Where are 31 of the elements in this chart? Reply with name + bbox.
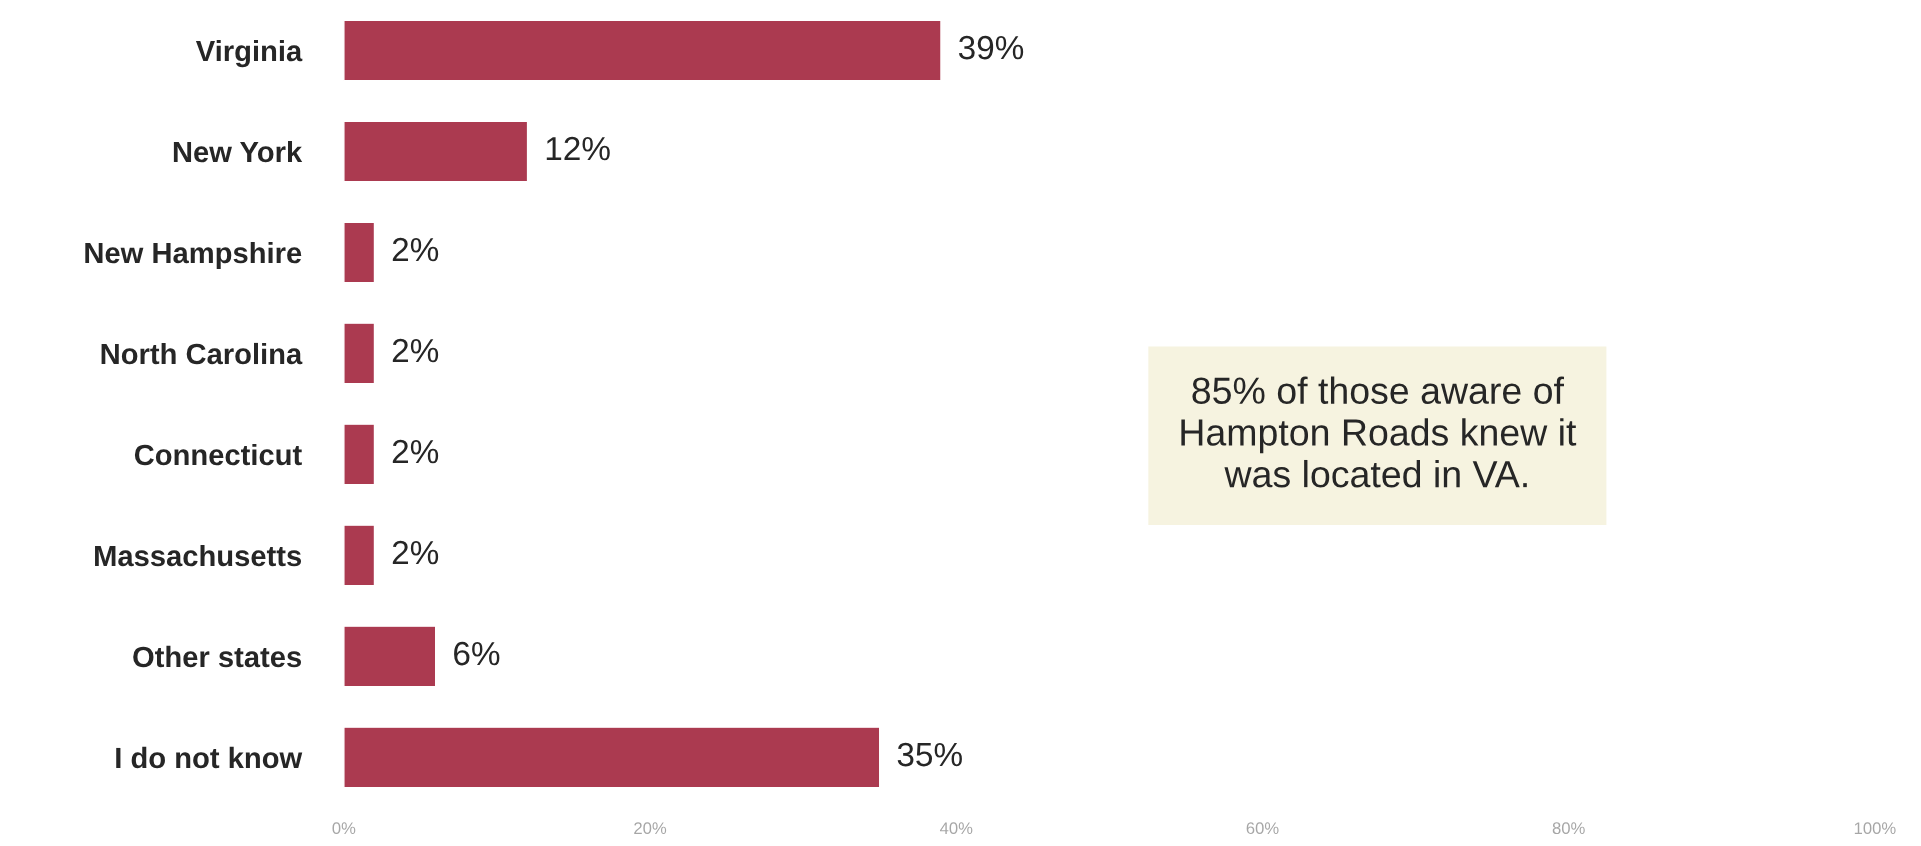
- x-tick-label: 80%: [1552, 822, 1585, 835]
- x-tick-label: 100%: [1854, 822, 1896, 835]
- data-label: 2%: [392, 439, 439, 464]
- y-tick-label: North Carolina: [101, 342, 303, 365]
- bar: [343, 423, 376, 486]
- data-label: 35%: [897, 742, 962, 767]
- x-tick-label: 60%: [1246, 822, 1279, 835]
- data-label: 2%: [392, 338, 439, 363]
- y-tick-label: New Hampshire: [85, 241, 302, 270]
- bar: [343, 322, 376, 385]
- y-tick-label: Virginia: [195, 39, 303, 68]
- bar: [343, 120, 529, 183]
- x-tick-label: 40%: [939, 822, 973, 835]
- x-tick-label: 0%: [332, 822, 356, 835]
- bar: [343, 524, 376, 587]
- y-tick-label: Connecticut: [134, 443, 302, 466]
- y-tick-label: I do not know: [116, 746, 303, 769]
- bar: [343, 726, 881, 789]
- data-label: 39%: [958, 35, 1024, 60]
- annotation: 85% of those aware of Hampton Roads knew it was located in VA.: [1181, 376, 1577, 488]
- y-tick-label: Other states: [133, 645, 302, 668]
- x-tick-label: 20%: [634, 822, 667, 835]
- bar: [343, 221, 376, 284]
- data-label: 2%: [392, 237, 439, 262]
- data-label: 6%: [454, 641, 500, 666]
- y-tick-label: New York: [173, 140, 303, 163]
- bar: [343, 19, 942, 82]
- data-label: 2%: [392, 540, 439, 565]
- bar: [343, 625, 437, 688]
- data-label: 12%: [546, 136, 610, 161]
- y-tick-label: Massachusetts: [95, 544, 302, 567]
